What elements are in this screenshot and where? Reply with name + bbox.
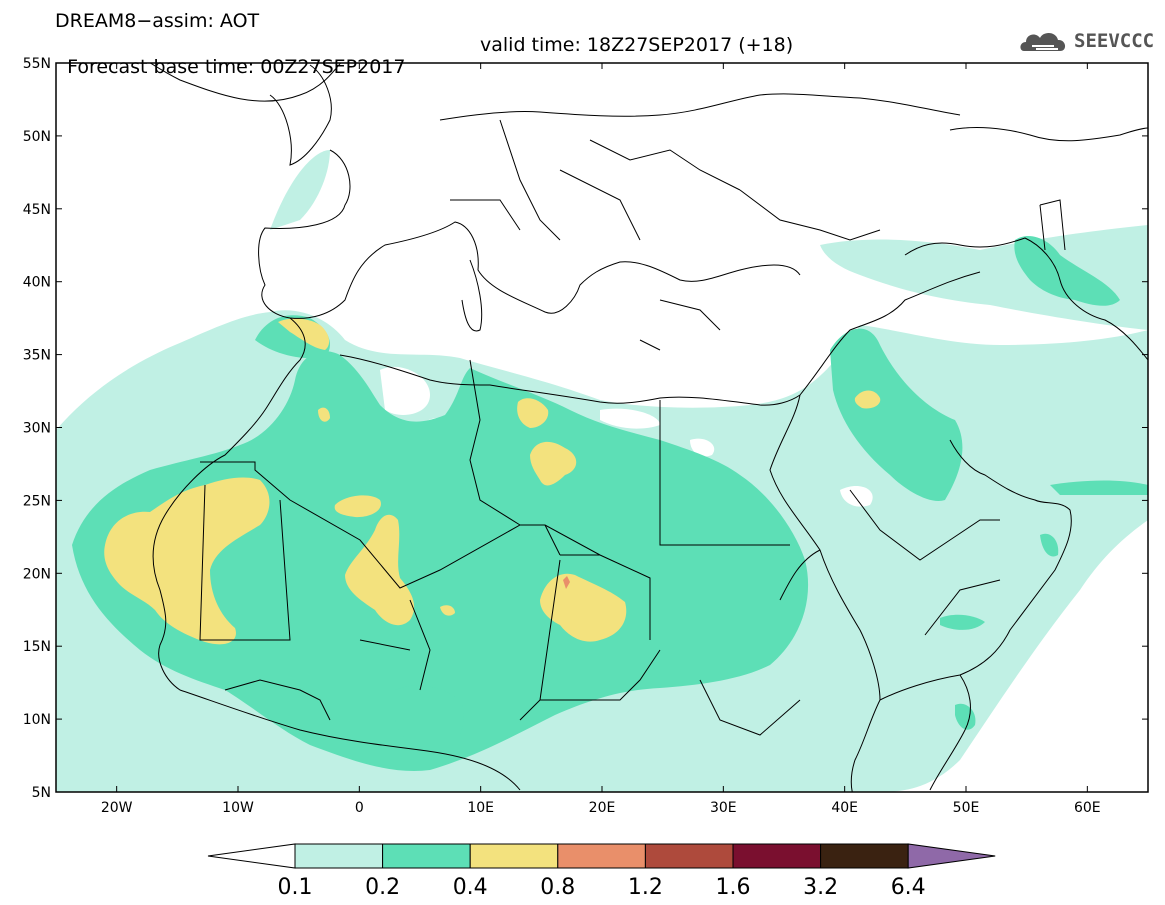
- lat-label: 50N: [23, 129, 51, 145]
- base-time-text: Forecast base time: 00Z27SEP2017: [67, 56, 406, 78]
- colorbar-label: 3.2: [803, 875, 838, 900]
- lat-label: 30N: [23, 421, 51, 437]
- aot-band-0-2: [72, 235, 1148, 771]
- lon-label: 30E: [710, 800, 737, 816]
- lat-label: 35N: [23, 348, 51, 364]
- latitude-axis: 55N 50N 45N 40N 35N 30N 25N 20N 15N 10N 5N: [23, 56, 1148, 801]
- lon-label: 10W: [222, 800, 254, 816]
- lon-label: 20W: [101, 800, 133, 816]
- colorbar-label: 6.4: [891, 875, 926, 900]
- lat-label: 10N: [23, 712, 51, 728]
- colorbar-under: [207, 843, 296, 869]
- lat-label: 40N: [23, 275, 51, 291]
- seevccc-logo: SEEVCCC: [1018, 25, 1158, 57]
- colorbar-label: 0.2: [365, 875, 400, 900]
- logo-text: SEEVCCC: [1074, 30, 1155, 52]
- colorbar-bin: [469, 843, 559, 869]
- colorbar-label: 1.2: [628, 875, 663, 900]
- aot-field: [56, 150, 1148, 792]
- colorbar-bin: [557, 843, 646, 869]
- map-title: DREAM8−assim: AOT: [55, 10, 260, 32]
- cloud-logo-icon: [1020, 32, 1066, 51]
- lat-label: 25N: [23, 493, 51, 509]
- lat-label: 15N: [23, 639, 51, 655]
- colorbar-label: 0.4: [453, 875, 488, 900]
- lat-label: 55N: [23, 56, 51, 72]
- lat-label: 5N: [32, 785, 51, 801]
- lon-label: 0: [355, 800, 364, 816]
- colorbar-over: [907, 843, 996, 869]
- colorbar-label: 1.6: [716, 875, 751, 900]
- colorbar-label: 0.8: [540, 875, 575, 900]
- colorbar-bin: [382, 843, 471, 869]
- lon-label: 40E: [831, 800, 858, 816]
- colorbar-bin: [644, 843, 734, 869]
- lat-label: 20N: [23, 566, 51, 582]
- lon-label: 10E: [467, 800, 494, 816]
- coastlines-and-borders: [149, 63, 1148, 792]
- lon-label: 60E: [1074, 800, 1101, 816]
- longitude-axis: 20W 10W 0 10E 20E 30E 40E 50E 60E: [101, 63, 1101, 816]
- forecast-base-time: Forecast base time: 00Z27SEP2017 valid t…: [55, 34, 793, 100]
- lon-label: 50E: [953, 800, 980, 816]
- colorbar: 0.1 0.2 0.4 0.8 1.2 1.6 3.2 6.4: [207, 843, 996, 900]
- colorbar-bin: [820, 843, 909, 869]
- colorbar-bin: [294, 843, 384, 869]
- lat-label: 45N: [23, 202, 51, 218]
- valid-time-text: valid time: 18Z27SEP2017 (+18): [480, 34, 794, 56]
- aot-band-0-4: [104, 318, 881, 645]
- colorbar-bin: [732, 843, 822, 869]
- aot-peak-spot: [563, 576, 570, 589]
- lon-label: 20E: [589, 800, 616, 816]
- colorbar-label: 0.1: [278, 875, 313, 900]
